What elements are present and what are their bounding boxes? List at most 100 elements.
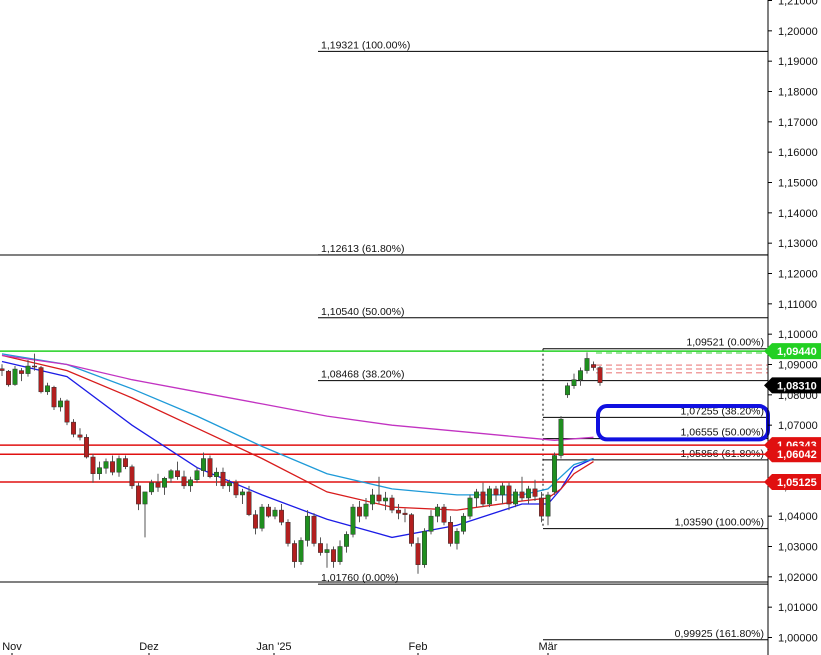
candle-body xyxy=(116,458,122,473)
candle-body xyxy=(292,543,297,562)
candle-body xyxy=(318,543,323,553)
badge-red-label: 1,06042 xyxy=(777,449,817,461)
candle-body xyxy=(545,494,551,517)
candle-body xyxy=(344,534,349,547)
candle-body xyxy=(142,491,148,505)
candle-body xyxy=(168,470,174,479)
candle-body xyxy=(259,506,265,529)
badge-green-label: 1,09440 xyxy=(777,346,817,358)
candle-body xyxy=(435,506,440,517)
candle-body xyxy=(110,461,115,473)
candle-body xyxy=(214,471,219,477)
price-tick-label: 1,00000 xyxy=(778,633,818,645)
fib-upper-label: 1,10540 (50.00%) xyxy=(321,306,404,318)
fib-upper-label: 1,12613 (61.80%) xyxy=(321,243,404,255)
candle-body xyxy=(480,491,486,505)
candle-body xyxy=(584,358,590,371)
candle-body xyxy=(565,385,570,396)
candle-body xyxy=(123,458,128,467)
candle-body xyxy=(32,365,37,368)
candle-body xyxy=(493,488,499,496)
badge-red xyxy=(764,446,821,463)
candle-body xyxy=(396,509,401,514)
candle-body xyxy=(6,370,11,386)
price-tick-label: 1,03000 xyxy=(778,542,818,554)
candle-body xyxy=(298,540,304,562)
candle-body xyxy=(207,458,213,477)
badge-current-price xyxy=(764,377,821,394)
price-tick-label: 1,02000 xyxy=(778,572,818,584)
price-tick-label: 1,15000 xyxy=(778,178,818,190)
candle-body xyxy=(513,491,518,505)
candle-body xyxy=(506,485,512,505)
candle-body xyxy=(558,418,564,456)
candle-body xyxy=(578,370,583,380)
candle-body xyxy=(19,370,24,374)
candle-body xyxy=(220,471,226,487)
moving-average-line xyxy=(1,360,594,539)
candle-body xyxy=(383,497,388,502)
candle-body xyxy=(175,470,180,477)
price-tick-label: 1,07000 xyxy=(778,420,818,432)
candle-body xyxy=(0,368,5,371)
candle-body xyxy=(188,479,193,487)
candle-body xyxy=(71,421,76,435)
candle-body xyxy=(305,515,310,541)
candle-body xyxy=(532,488,538,497)
candle-body xyxy=(324,549,330,553)
price-tick-label: 1,19000 xyxy=(778,56,818,68)
candle-body xyxy=(402,512,408,515)
candle-body xyxy=(266,506,271,517)
badge-current-price-label: 1,08310 xyxy=(777,380,817,392)
candle-body xyxy=(84,437,89,458)
candle-body xyxy=(422,531,427,565)
candle-body xyxy=(552,455,557,493)
date-tick-label: Dez xyxy=(139,641,159,653)
candle-body xyxy=(389,497,395,511)
candle-body xyxy=(12,368,18,385)
candle-body xyxy=(461,515,466,532)
candle-body xyxy=(591,364,596,368)
candle-body xyxy=(409,514,414,544)
candle-body xyxy=(38,367,44,393)
fib-upper-label: 1,19321 (100.00%) xyxy=(321,39,410,51)
candle-body xyxy=(467,497,473,517)
price-tick-label: 1,09000 xyxy=(778,360,818,372)
candle-body xyxy=(77,434,83,438)
candle-body xyxy=(597,367,603,383)
candle-body xyxy=(539,497,544,517)
candle-body xyxy=(233,482,239,496)
candle-body xyxy=(90,456,96,474)
price-tick-label: 1,20000 xyxy=(778,26,818,38)
candle-body xyxy=(201,458,206,471)
date-tick-label: Feb xyxy=(409,641,428,653)
fib-upper-levels: 1,19321 (100.00%) 1,12613 (61.80%) 1,10540… xyxy=(318,39,768,585)
price-tick-label: 1,16000 xyxy=(778,147,818,159)
candle-body xyxy=(357,506,362,517)
candle-body xyxy=(136,485,141,505)
candle-body xyxy=(487,488,492,505)
badge-red-label: 1,05125 xyxy=(777,477,817,489)
price-tick-label: 1,18000 xyxy=(778,87,818,99)
candle-body xyxy=(474,491,479,499)
price-tick-label: 1,10000 xyxy=(778,329,818,341)
candle-body xyxy=(97,467,102,474)
price-axis: 1,000001,010001,020001,030001,040001,050… xyxy=(767,0,818,655)
candle-body xyxy=(181,476,187,487)
fib-upper-label: 1,08468 (38.20%) xyxy=(321,369,404,381)
horizontal-lines xyxy=(0,254,768,583)
moving-average-line xyxy=(1,353,594,496)
price-tick-label: 1,11000 xyxy=(778,299,817,311)
candle-body xyxy=(415,543,421,565)
candle-body xyxy=(571,379,577,386)
date-tick-label: Nov xyxy=(2,641,22,653)
candle-body xyxy=(149,482,154,493)
candle-body xyxy=(331,549,336,562)
candle-body xyxy=(103,461,109,469)
candle-body xyxy=(253,514,258,529)
price-tick-label: 1,13000 xyxy=(778,238,818,250)
candle-body xyxy=(25,365,31,374)
price-tick-label: 1,04000 xyxy=(778,511,818,523)
